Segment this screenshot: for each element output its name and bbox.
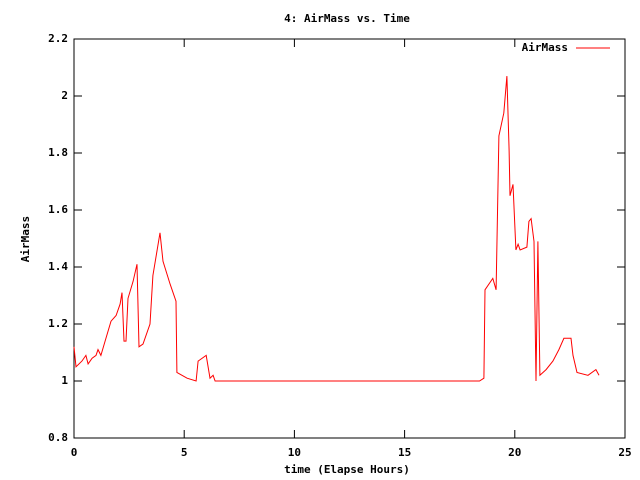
- x-tick-label: 10: [288, 446, 301, 459]
- chart-title: 4: AirMass vs. Time: [284, 12, 410, 25]
- y-tick-label: 1.6: [48, 203, 68, 216]
- x-tick-label: 5: [181, 446, 188, 459]
- y-tick-label: 2.2: [48, 32, 68, 45]
- y-tick-label: 0.8: [48, 431, 68, 444]
- x-tick-label: 15: [398, 446, 411, 459]
- y-tick-label: 1: [61, 374, 68, 387]
- x-tick-label: 0: [71, 446, 78, 459]
- y-axis-label: AirMass: [19, 216, 32, 262]
- y-tick-label: 1.2: [48, 317, 68, 330]
- y-tick-label: 1.8: [48, 146, 68, 159]
- x-tick-label: 25: [618, 446, 631, 459]
- y-tick-label: 2: [61, 89, 68, 102]
- plot-border: [73, 38, 626, 439]
- y-tick-label: 1.4: [48, 260, 68, 273]
- x-tick-label: 20: [508, 446, 521, 459]
- data-line: [73, 76, 600, 382]
- x-axis-label: time (Elapse Hours): [284, 463, 410, 476]
- legend-label: AirMass: [522, 41, 568, 54]
